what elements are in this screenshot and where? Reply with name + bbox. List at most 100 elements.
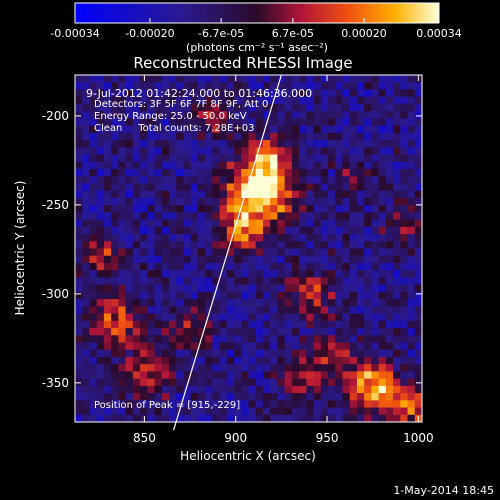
heatmap-cell [328,140,336,148]
heatmap-cell [371,205,380,213]
heatmap-cell [176,89,184,98]
heatmap-cell [248,400,257,408]
heatmap-cell [313,118,322,127]
heatmap-cell [111,364,119,372]
heatmap-cell [291,393,300,401]
heatmap-cell [248,103,257,112]
heatmap-cell [132,132,141,141]
heatmap-cell [82,140,90,148]
heatmap-cell [190,125,199,134]
heatmap-cell [342,205,351,213]
heatmap-cell [132,328,141,336]
heatmap-cell [82,255,90,264]
heatmap-cell [140,89,148,98]
colorbar-tick-label: -6.7e-05 [198,27,244,40]
heatmap-cell [400,89,408,98]
heatmap-cell [328,262,336,271]
heatmap-cell [168,118,177,127]
heatmap-cell [82,335,90,343]
heatmap-cell [335,96,343,105]
heatmap-cell [241,328,249,336]
heatmap-cell [161,183,170,192]
heatmap-cell [270,75,278,83]
heatmap-cell [147,284,155,293]
heatmap-cell [270,320,278,329]
heatmap-cell [96,277,105,286]
heatmap-cell [400,161,408,170]
heatmap-cell [349,313,358,322]
heatmap-cell [306,414,314,423]
heatmap-cell [82,364,90,372]
heatmap-cell [103,349,112,358]
heatmap-cell [154,393,163,401]
heatmap-cell [212,328,220,336]
heatmap-cell [299,378,307,387]
heatmap-cell [111,284,119,293]
heatmap-cell [262,234,271,242]
heatmap-cell [197,320,206,329]
heatmap-cell [132,161,141,170]
heatmap-cell [255,306,264,314]
heatmap-cell [140,147,148,155]
heatmap-cell [197,407,206,416]
heatmap-cell [306,349,314,358]
heatmap-cell [96,371,105,380]
heatmap-cell [154,161,163,170]
heatmap-cell [255,103,264,112]
heatmap-cell [378,190,387,199]
heatmap-cell [385,313,394,322]
heatmap-cell [234,407,242,416]
heatmap-cell [111,313,119,322]
heatmap-cell [407,248,416,257]
heatmap-cell [75,140,83,148]
heatmap-cell [103,219,112,228]
heatmap-cell [89,335,98,343]
heatmap-cell [190,277,199,286]
heatmap-cell [320,234,329,242]
heatmap-cell [385,284,394,293]
heatmap-cell [342,154,351,163]
heatmap-cell [364,262,372,271]
heatmap-cell [371,306,380,314]
heatmap-cell [154,320,163,329]
heatmap-cell [219,400,228,408]
heatmap-cell [89,75,98,83]
heatmap-cell [356,407,365,416]
heatmap-cell [385,75,394,83]
heatmap-cell [96,161,105,170]
heatmap-cell [125,414,134,423]
heatmap-cell [364,140,372,148]
heatmap-cell [284,140,293,148]
heatmap-cell [212,176,220,184]
heatmap-cell [140,118,148,127]
heatmap-cell [118,118,127,127]
heatmap-cell [262,161,271,170]
heatmap-cell [226,82,235,90]
heatmap-cell [212,75,220,83]
heatmap-cell [356,385,365,394]
heatmap-cell [226,125,235,134]
heatmap-cell [103,226,112,235]
heatmap-cell [313,96,322,105]
heatmap-cell [342,219,351,228]
heatmap-cell [103,313,112,322]
heatmap-cell [371,118,380,127]
heatmap-cell [118,313,127,322]
heatmap-cell [393,154,401,163]
heatmap-cell [103,103,112,112]
heatmap-cell [371,284,380,293]
heatmap-cell [262,277,271,286]
heatmap-cell [219,299,228,307]
heatmap-cell [356,371,365,380]
heatmap-cell [183,103,192,112]
heatmap-cell [320,284,329,293]
heatmap-cell [168,96,177,105]
heatmap-cell [385,161,394,170]
heatmap-cell [226,197,235,206]
heatmap-cell [393,161,401,170]
heatmap-cell [147,262,155,271]
heatmap-cell [241,103,249,112]
heatmap-cell [82,262,90,271]
heatmap-cell [364,234,372,242]
heatmap-cell [75,299,83,307]
